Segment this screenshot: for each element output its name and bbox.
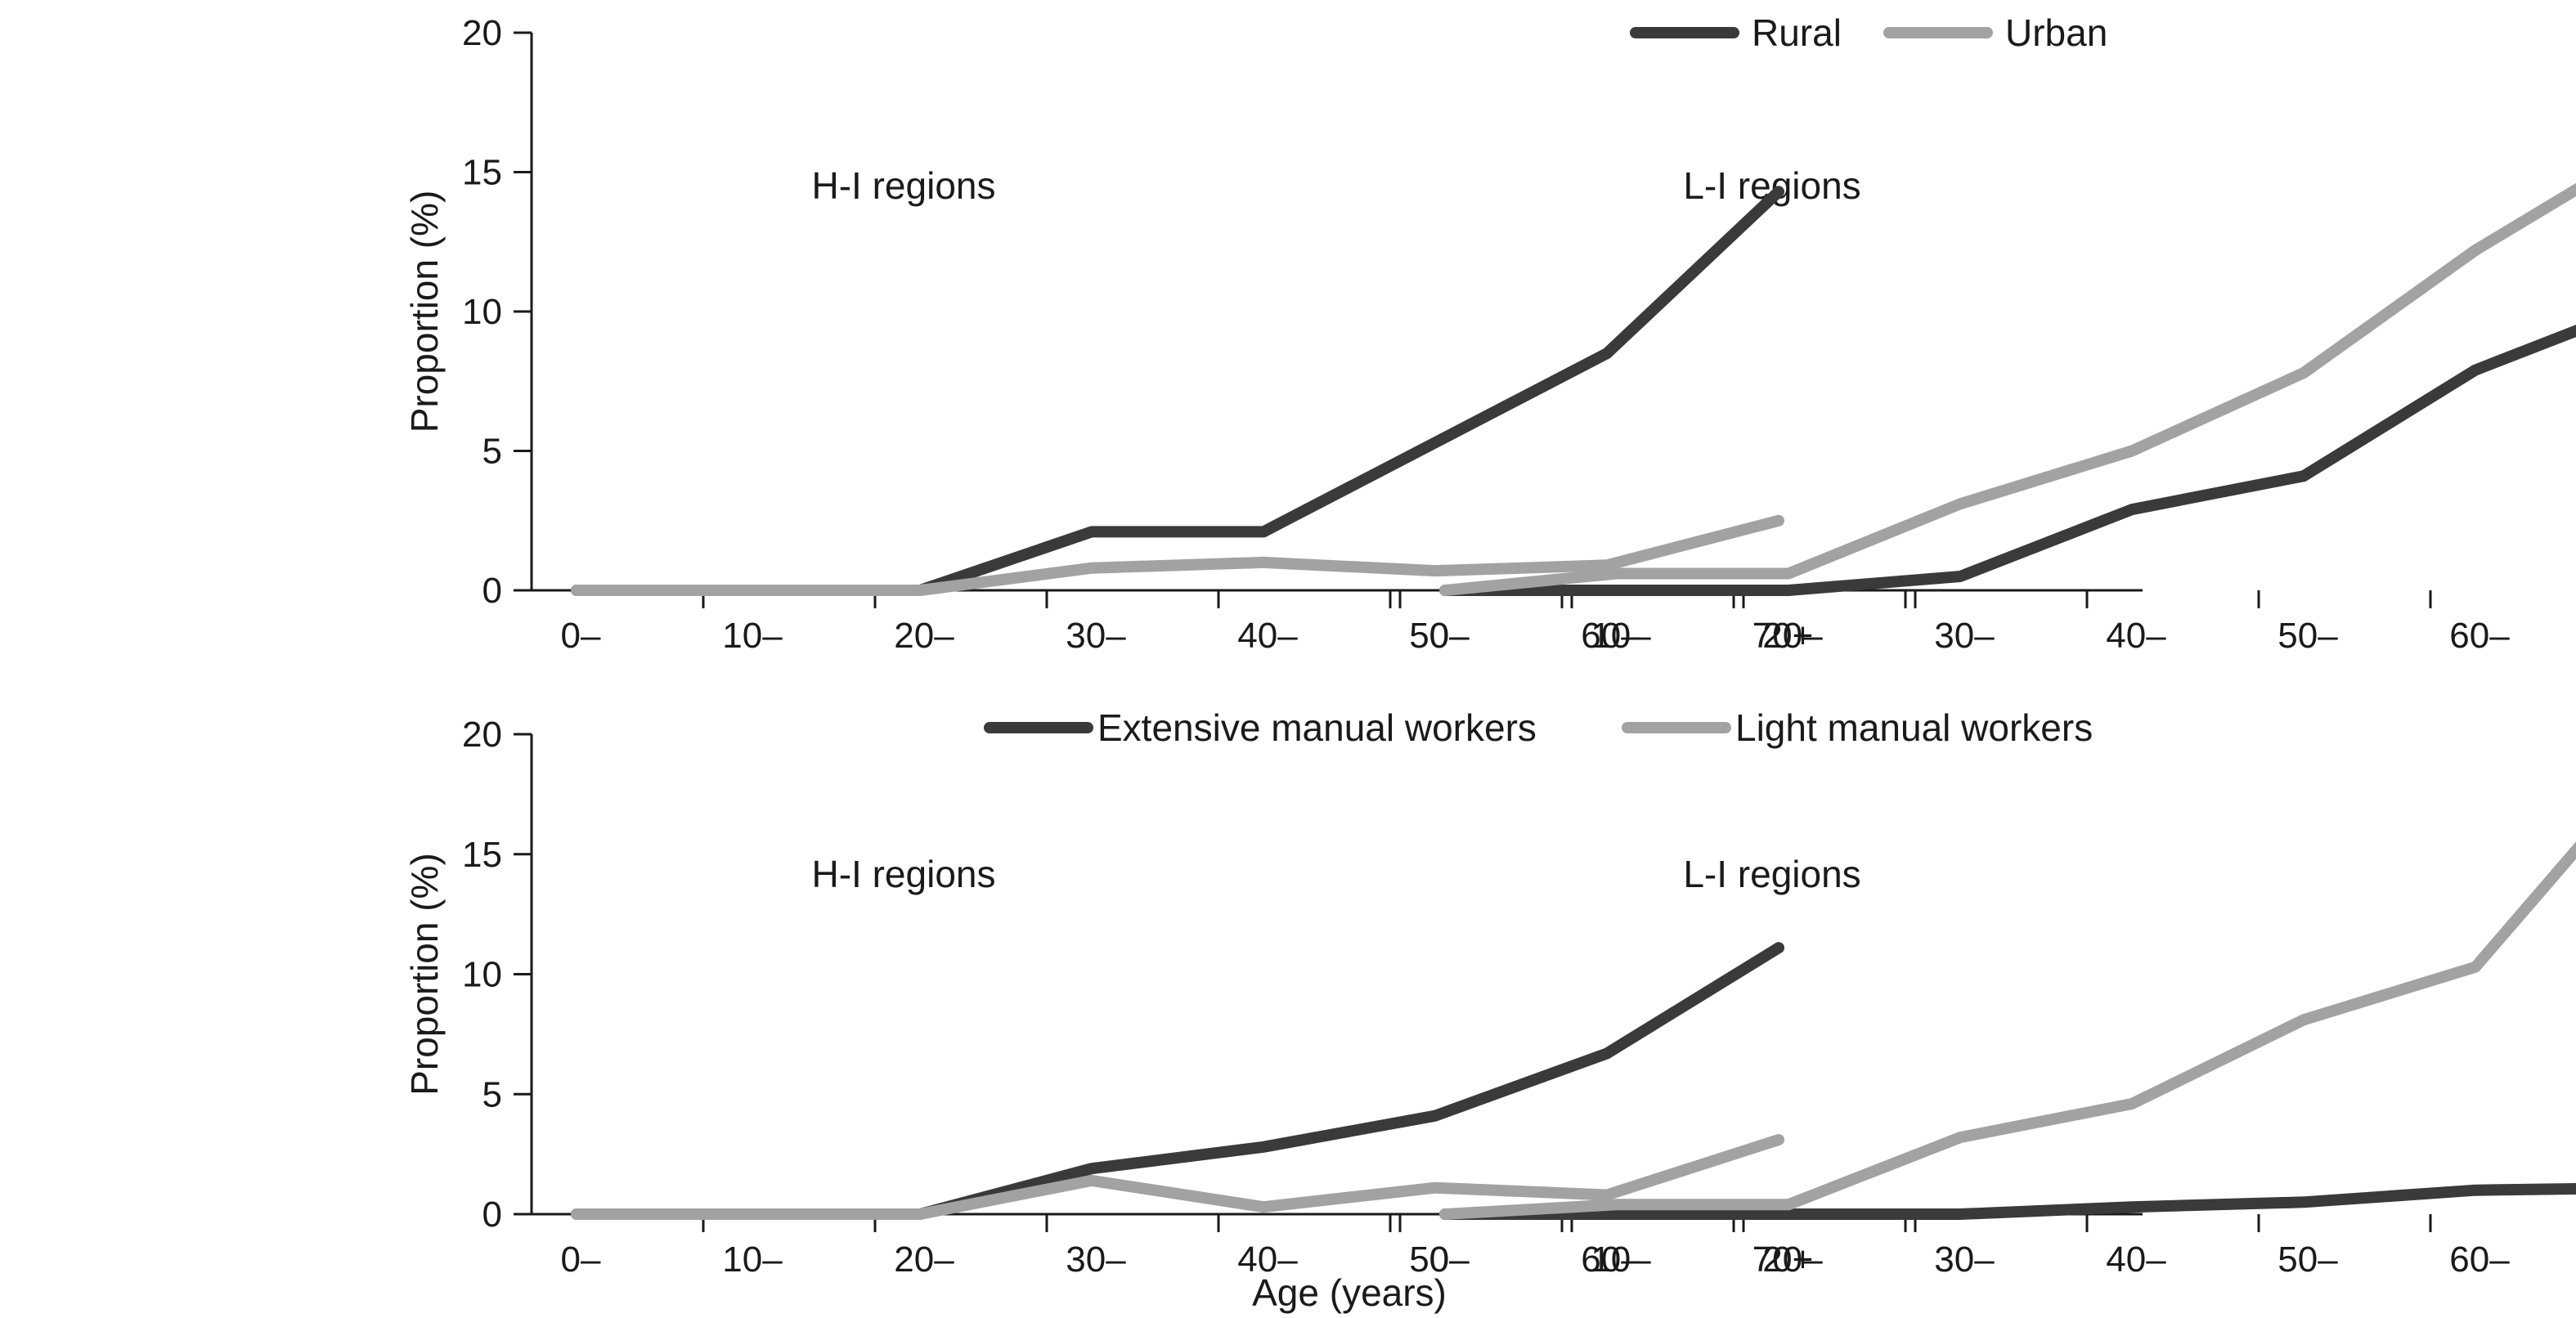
x-tick-label: 60– — [2449, 616, 2510, 656]
series-line-1-panel-2 — [1439, 325, 2576, 596]
x-tick-label: 30– — [1066, 616, 1126, 656]
chart-2: 0 5 10 15 20 0– 10– 20– 30– 40– 50– 60– 70+ H-I regio… — [403, 706, 2576, 1314]
x-tick-label: 10– — [722, 1240, 783, 1280]
x-tick-label: 20– — [894, 1240, 954, 1280]
series-line-2-panel-1 — [571, 1134, 1784, 1220]
x-tick-label: 30– — [1934, 616, 1995, 656]
y-tick-label: 0 — [482, 571, 502, 611]
y-tick-label: 15 — [462, 835, 502, 875]
legend-label: Light manual workers — [1735, 706, 2093, 749]
x-tick-label: 10– — [1591, 1240, 1651, 1280]
chart-1: 0 5 10 15 20 0– 10– 20– 30– 40– 50– 60– 70+ H-I regio… — [403, 11, 2576, 656]
x-tick-label: 70+ — [1752, 1240, 1814, 1280]
x-tick-label: 0– — [561, 616, 601, 656]
x-tick-label: 0– — [1429, 1240, 1470, 1280]
x-tick-label: 10– — [1591, 616, 1651, 656]
y-axis-title: Proportion (%) — [403, 853, 446, 1096]
series-line-2-panel-1 — [571, 514, 1784, 596]
x-tick-label: 20– — [1762, 1240, 1823, 1280]
series-line-1-panel-2 — [1439, 1182, 2576, 1220]
region-label: H-I regions — [812, 853, 996, 895]
x-tick-label: 30– — [1066, 1240, 1126, 1280]
region-label: L-I regions — [1683, 853, 1860, 895]
x-tick-label: 0– — [1429, 616, 1470, 656]
series-line-1-panel-1 — [571, 186, 1784, 596]
x-tick-label: 40– — [1237, 1240, 1298, 1280]
series-line-2-panel-2 — [1439, 841, 2576, 1220]
x-tick-label: 60– — [2449, 1240, 2510, 1280]
x-tick-label: 40– — [2106, 616, 2166, 656]
y-tick-label: 10 — [462, 955, 502, 995]
x-tick-label: 50– — [1409, 616, 1470, 656]
x-tick-label: 40– — [2106, 1240, 2166, 1280]
y-tick-label: 20 — [462, 13, 502, 53]
x-tick-label: 30– — [1934, 1240, 1995, 1280]
x-tick-label: 0– — [561, 1240, 601, 1280]
x-tick-label: 70+ — [1752, 616, 1814, 656]
x-tick-label: 20– — [894, 616, 954, 656]
legend-label: Extensive manual workers — [1097, 706, 1537, 749]
y-tick-label: 5 — [482, 432, 502, 472]
x-tick-label: 10– — [722, 616, 783, 656]
y-tick-label: 0 — [482, 1195, 502, 1235]
y-axis-title: Proportion (%) — [403, 191, 446, 433]
x-tick-label: 40– — [1237, 616, 1298, 656]
legend-label: Urban — [2005, 11, 2107, 54]
legend-label: Rural — [1752, 11, 1842, 54]
x-tick-label: 60– — [1581, 616, 1641, 656]
series-line-1-panel-1 — [571, 942, 1784, 1220]
y-tick-label: 5 — [482, 1074, 502, 1114]
x-axis-title: Age (years) — [1252, 1271, 1447, 1314]
x-tick-label: 20– — [1762, 616, 1823, 656]
x-tick-label: 60– — [1581, 1240, 1641, 1280]
y-tick-label: 15 — [462, 153, 502, 193]
y-tick-label: 10 — [462, 292, 502, 332]
series-line-2-panel-2 — [1439, 182, 2576, 596]
x-tick-label: 50– — [2278, 1240, 2338, 1280]
x-tick-label: 50– — [2278, 616, 2338, 656]
y-tick-label: 20 — [462, 715, 502, 755]
region-label: H-I regions — [812, 164, 996, 207]
x-tick-label: 50– — [1409, 1240, 1470, 1280]
